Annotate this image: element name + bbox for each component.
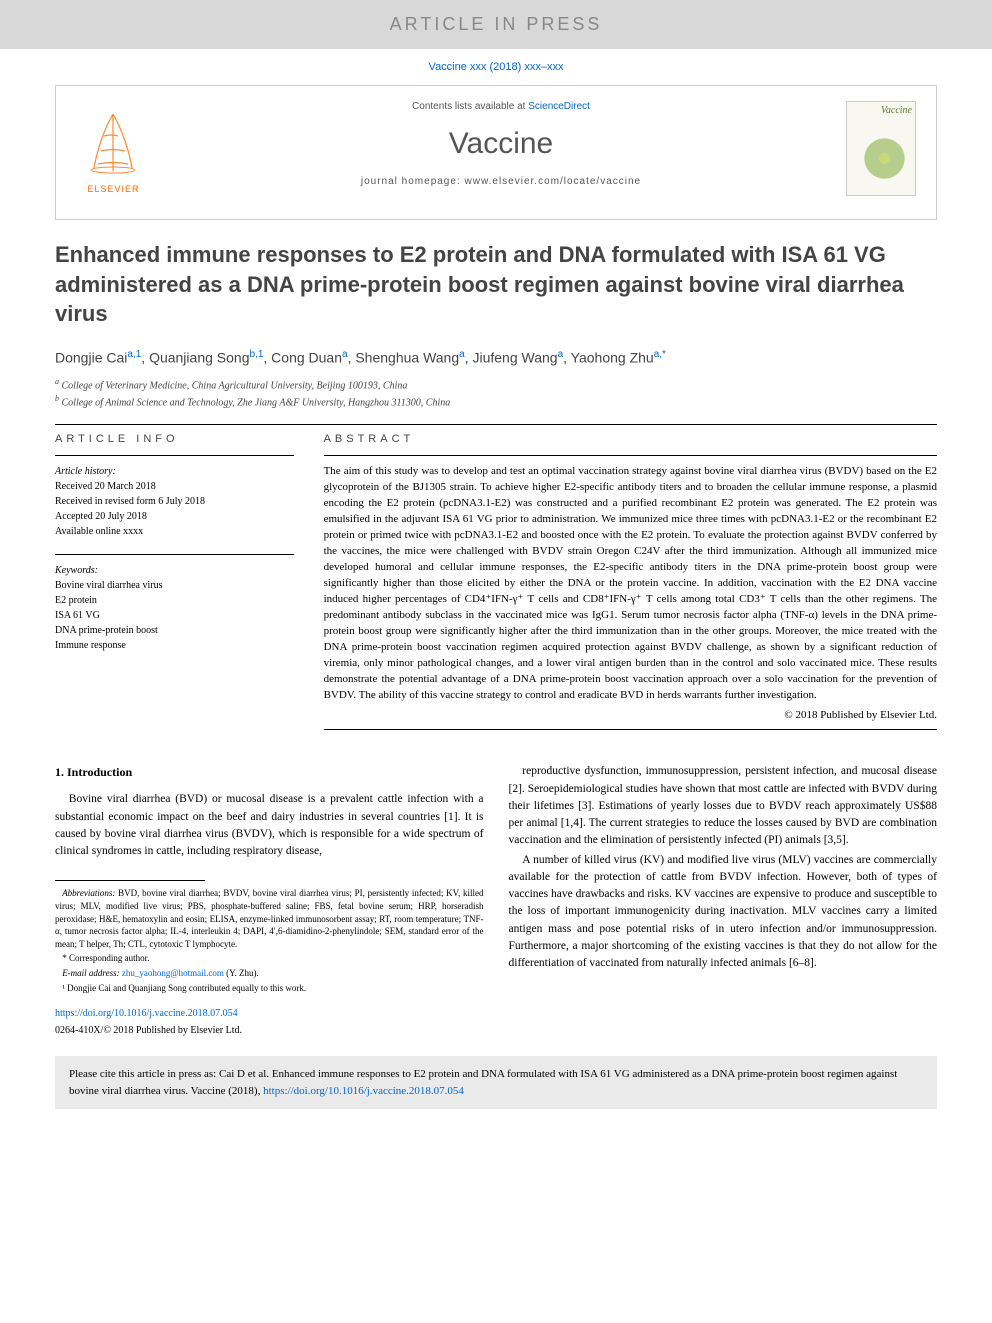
cover-image-icon: [857, 131, 912, 186]
sciencedirect-link[interactable]: ScienceDirect: [528, 101, 590, 112]
abstract-text: The aim of this study was to develop and…: [324, 464, 937, 703]
article-info-heading: ARTICLE INFO: [55, 433, 294, 445]
body-column-left: 1. Introduction Bovine viral diarrhea (B…: [55, 763, 484, 1038]
article-title: Enhanced immune responses to E2 protein …: [55, 240, 937, 329]
doi-link[interactable]: https://doi.org/10.1016/j.vaccine.2018.0…: [55, 1006, 484, 1021]
introduction-heading: 1. Introduction: [55, 763, 484, 781]
journal-header: ELSEVIER Vaccine Contents lists availabl…: [55, 85, 937, 220]
divider: [55, 554, 294, 555]
divider: [55, 424, 937, 425]
elsevier-logo: ELSEVIER: [76, 106, 151, 201]
citation-box: Please cite this article in press as: Ca…: [55, 1056, 937, 1109]
journal-homepage: journal homepage: www.elsevier.com/locat…: [176, 176, 826, 187]
affiliations: a College of Veterinary Medicine, China …: [55, 376, 937, 411]
elsevier-tree-icon: [76, 106, 151, 176]
abstract-heading: ABSTRACT: [324, 433, 937, 445]
citation-doi-link[interactable]: https://doi.org/10.1016/j.vaccine.2018.0…: [263, 1085, 464, 1097]
journal-cover-thumbnail: Vaccine: [846, 101, 916, 196]
divider: [324, 729, 937, 730]
author-list: Dongjie Caia,1, Quanjiang Songb,1, Cong …: [55, 349, 937, 366]
body-column-right: reproductive dysfunction, immunosuppress…: [509, 763, 938, 1038]
issn-line: 0264-410X/© 2018 Published by Elsevier L…: [55, 1023, 484, 1038]
journal-reference: Vaccine xxx (2018) xxx–xxx: [0, 49, 992, 85]
contents-available-line: Contents lists available at ScienceDirec…: [176, 101, 826, 112]
article-in-press-banner: ARTICLE IN PRESS: [0, 0, 992, 49]
intro-paragraph: Bovine viral diarrhea (BVD) or mucosal d…: [55, 791, 484, 860]
footnotes: Abbreviations: BVD, bovine viral diarrhe…: [55, 887, 484, 994]
footnote-separator: [55, 880, 205, 881]
intro-paragraph: reproductive dysfunction, immunosuppress…: [509, 763, 938, 849]
divider: [55, 455, 294, 456]
journal-name: Vaccine: [176, 127, 826, 161]
elsevier-text: ELSEVIER: [76, 184, 151, 194]
intro-paragraph: A number of killed virus (KV) and modifi…: [509, 852, 938, 973]
keywords: Keywords: Bovine viral diarrhea virus E2…: [55, 563, 294, 653]
article-history: Article history: Received 20 March 2018 …: [55, 464, 294, 539]
abstract-copyright: © 2018 Published by Elsevier Ltd.: [324, 709, 937, 721]
corresponding-email-link[interactable]: zhu_yaohong@hotmail.com: [122, 968, 224, 978]
divider: [324, 455, 937, 456]
